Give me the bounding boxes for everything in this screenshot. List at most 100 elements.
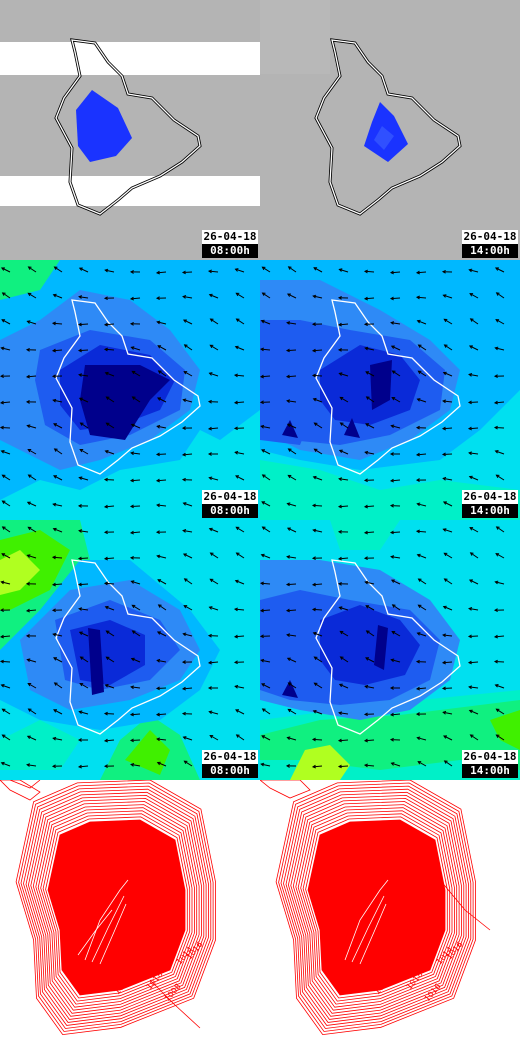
wind-arrow-head bbox=[443, 735, 448, 739]
isobar bbox=[290, 797, 462, 1017]
wind-arrow bbox=[313, 267, 323, 273]
wind-arrow-head bbox=[286, 736, 291, 740]
wind-arrow bbox=[365, 581, 375, 585]
wind-arrow-head bbox=[467, 634, 472, 639]
timestamp: 26-04-18 08:00h bbox=[202, 230, 258, 258]
wind-arrow bbox=[468, 661, 479, 664]
wind-arrow-head bbox=[441, 686, 446, 691]
wind-arrow-head bbox=[183, 344, 188, 348]
wind-arrow-head bbox=[260, 658, 265, 663]
wind-arrow bbox=[132, 396, 141, 403]
wind-arrow-head bbox=[287, 682, 292, 686]
wind-arrow-head bbox=[443, 552, 448, 557]
wind-arrow-head bbox=[105, 656, 110, 661]
isobar bbox=[37, 807, 195, 1008]
wind-arrow-head bbox=[129, 478, 134, 483]
wind-arrow bbox=[261, 659, 271, 663]
wind-arrow-head bbox=[260, 608, 264, 613]
wind-arrow bbox=[313, 710, 323, 715]
wind-arrow-head bbox=[1, 500, 6, 505]
wind-arrow-head bbox=[311, 503, 316, 508]
wind-arrow-head bbox=[103, 347, 108, 352]
wind-arrow bbox=[131, 346, 141, 351]
wind-arrow bbox=[416, 530, 427, 533]
wind-arrow bbox=[366, 396, 375, 403]
wind-arrow bbox=[0, 401, 11, 404]
wind-arrow bbox=[444, 760, 453, 767]
wind-arrow bbox=[338, 323, 349, 326]
wind-arrow-head bbox=[77, 504, 82, 508]
wind-arrow bbox=[442, 427, 453, 430]
wind-arrow-head bbox=[181, 686, 186, 691]
wind-arrow-head bbox=[103, 322, 108, 327]
wind-arrow bbox=[79, 608, 89, 611]
wind-arrow-head bbox=[1, 526, 6, 530]
wind-arrow bbox=[131, 423, 141, 429]
wind-arrow-head bbox=[209, 578, 214, 583]
wind-arrow bbox=[366, 630, 375, 637]
wind-arrow-head bbox=[207, 686, 212, 690]
wind-arrow bbox=[27, 425, 37, 429]
wind-arrow bbox=[183, 371, 193, 377]
wind-arrow-head bbox=[286, 555, 291, 559]
wind-arrow-head bbox=[78, 529, 83, 533]
isobar bbox=[280, 785, 472, 1029]
wind-arrow bbox=[313, 398, 323, 403]
wind-arrow bbox=[261, 683, 271, 689]
wind-arrow bbox=[260, 375, 271, 378]
wind-arrow bbox=[339, 683, 349, 689]
wind-arrow-head bbox=[441, 426, 447, 431]
wind-arrow bbox=[496, 734, 505, 741]
wind-arrow-head bbox=[416, 632, 421, 636]
wind-arrow bbox=[52, 556, 63, 559]
wind-arrow-head bbox=[51, 348, 56, 353]
wind-arrow-head bbox=[233, 373, 238, 378]
wind-arrow bbox=[312, 504, 323, 507]
wind-arrow-head bbox=[0, 450, 5, 454]
wind-arrow-head bbox=[53, 709, 57, 713]
date-label: 26-04-18 bbox=[462, 490, 518, 504]
wind-arrow-head bbox=[234, 345, 239, 350]
wind-arrow bbox=[209, 477, 219, 481]
wind-arrow bbox=[313, 632, 323, 637]
wind-arrow-head bbox=[53, 266, 58, 270]
wind-arrow bbox=[53, 709, 63, 715]
wind-arrow bbox=[495, 347, 505, 351]
wind-arrow bbox=[392, 604, 401, 611]
wind-arrow-head bbox=[182, 319, 187, 323]
wind-arrow bbox=[234, 401, 245, 404]
wind-map-graphic bbox=[260, 520, 520, 780]
wind-arrow bbox=[364, 270, 375, 273]
wind-arrow-head bbox=[286, 321, 291, 325]
wind-arrow bbox=[79, 530, 89, 533]
date-label: 26-04-18 bbox=[202, 490, 258, 504]
wind-arrow-head bbox=[495, 474, 500, 479]
wind-arrow bbox=[53, 528, 63, 533]
wind-arrow bbox=[104, 323, 115, 326]
wind-arrow-head bbox=[287, 708, 292, 713]
wind-arrow-head bbox=[1, 292, 6, 296]
wind-arrow-head bbox=[442, 633, 446, 638]
wind-arrow bbox=[494, 401, 505, 404]
wind-arrow bbox=[104, 479, 115, 481]
wind-arrow-head bbox=[51, 582, 56, 587]
wind-arrow bbox=[184, 578, 193, 585]
wind-arrow-head bbox=[27, 292, 32, 297]
wind-arrow bbox=[312, 583, 323, 586]
wind-arrow bbox=[183, 633, 193, 637]
wind-arrow-head bbox=[261, 474, 266, 478]
wind-arrow-head bbox=[415, 686, 420, 691]
isobar bbox=[35, 804, 198, 1011]
wind-arrow-head bbox=[183, 760, 188, 765]
wind-arrow-head bbox=[208, 527, 213, 532]
wind-arrow-head bbox=[181, 477, 186, 482]
wind-arrow-head bbox=[313, 422, 318, 427]
wind-arrow-head bbox=[103, 764, 108, 769]
wind-arrow-head bbox=[209, 344, 214, 349]
wind-arrow bbox=[260, 582, 271, 585]
wind-arrow bbox=[313, 476, 323, 481]
wind-arrow-head bbox=[182, 736, 187, 740]
wind-arrow-head bbox=[363, 296, 368, 301]
wind-arrows bbox=[0, 526, 245, 769]
wind-arrow bbox=[131, 580, 141, 585]
